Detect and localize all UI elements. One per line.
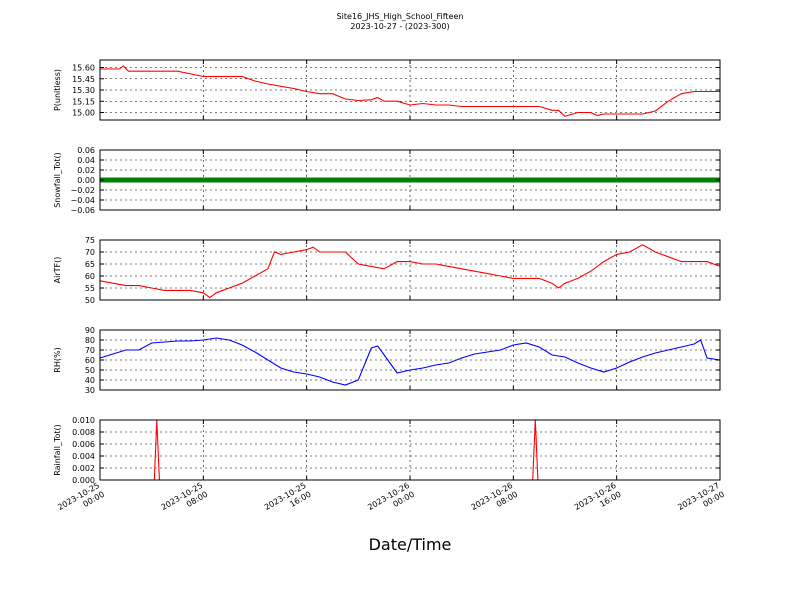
x-tick-label-5: 2023-10-2616:00: [573, 481, 623, 521]
panels: 15.00 15.15 15.30 15.45 15.60 P(unitless) −0.0…: [53, 59, 721, 485]
panel-3-ytick-label-5: 80: [85, 336, 95, 345]
panel-2-ytick-label-3: 65: [85, 260, 95, 269]
panel-4-ytick-label-3: 0.006: [72, 440, 95, 449]
panel-0-ytick-label-4: 15.60: [72, 64, 95, 73]
panel-3-ytick-label-6: 90: [85, 326, 95, 335]
panel-3-ytick-label-4: 70: [85, 346, 95, 355]
x-tick-labels: 2023-10-2500:00 2023-10-2508:00 2023-10-25…: [56, 481, 726, 521]
panel-1-ylabel: Snowfall_Tot(): [53, 152, 62, 208]
panel-2-ytick-label-4: 70: [85, 248, 95, 257]
panel-4-ylabel: Rainfall_Tot(): [53, 424, 62, 476]
panel-0-ytick-label-0: 15.00: [72, 109, 95, 118]
x-axis-label: Date/Time: [369, 535, 452, 554]
panel-3-ytick-label-0: 30: [85, 386, 95, 395]
panel-1-ytick-label-2: −0.02: [70, 186, 95, 195]
panel-2-series: [99, 244, 721, 299]
panel-4-ytick-label-2: 0.004: [72, 452, 95, 461]
panel-2-ytick-label-0: 50: [85, 296, 95, 305]
panel-3-ytick-label-3: 60: [85, 356, 95, 365]
panel-0-series: [100, 65, 720, 117]
panel-0-ylabel: P(unitless): [53, 69, 62, 111]
x-tick-label-2: 2023-10-2516:00: [263, 481, 313, 521]
panel-4: 0.000 0.002 0.004 0.006 0.008 0.010 Rainfall_T…: [53, 416, 721, 485]
panel-0-ytick-label-1: 15.15: [72, 97, 95, 106]
panel-1-ytick-label-3: 0.00: [77, 176, 95, 185]
x-tick-label-1: 2023-10-2508:00: [160, 481, 210, 521]
panel-1-ytick-label-0: −0.06: [70, 206, 95, 215]
panel-3-ytick-label-2: 50: [85, 366, 95, 375]
panel-3-ytick-label-1: 40: [85, 376, 95, 385]
panel-1-ytick-label-4: 0.02: [77, 166, 95, 175]
panel-3-series: [99, 337, 721, 386]
x-tick-label-3: 2023-10-2600:00: [366, 481, 416, 521]
panel-1-ytick-label-6: 0.06: [77, 146, 95, 155]
panel-1-ytick-label-5: 0.04: [77, 156, 95, 165]
figure-title-line2: 2023-10-27 - (2023-300): [350, 22, 449, 31]
panel-4-ytick-label-4: 0.008: [72, 428, 95, 437]
panel-0: 15.00 15.15 15.30 15.45 15.60 P(unitless): [53, 59, 721, 121]
panel-2-ytick-label-2: 60: [85, 272, 95, 281]
panel-3-ylabel: RH(%): [53, 347, 62, 372]
figure-title-line1: Site16_JHS_High_School_Fifteen: [337, 12, 464, 21]
panel-4-ytick-label-1: 0.002: [72, 464, 95, 473]
panel-4-ytick-label-5: 0.010: [72, 416, 95, 425]
x-tick-label-0: 2023-10-2500:00: [56, 481, 106, 521]
panel-4-ytick-label-0: 0.000: [72, 476, 95, 485]
x-tick-label-6: 2023-10-2700:00: [676, 481, 726, 521]
panel-2: 50 55 60 65 70 75 AirTF(): [53, 236, 721, 305]
panel-1-ytick-label-1: −0.04: [70, 196, 95, 205]
panel-2-ytick-label-1: 55: [85, 284, 95, 293]
panel-1: −0.06−0.04−0.020.000.020.040.06 Snowfall_…: [53, 146, 721, 215]
x-tick-label-4: 2023-10-2608:00: [470, 481, 520, 521]
panel-2-ytick-label-5: 75: [85, 236, 95, 245]
panel-2-ylabel: AirTF(): [53, 257, 62, 284]
panel-0-ytick-label-2: 15.30: [72, 86, 95, 95]
panel-0-ytick-label-3: 15.45: [72, 75, 95, 84]
